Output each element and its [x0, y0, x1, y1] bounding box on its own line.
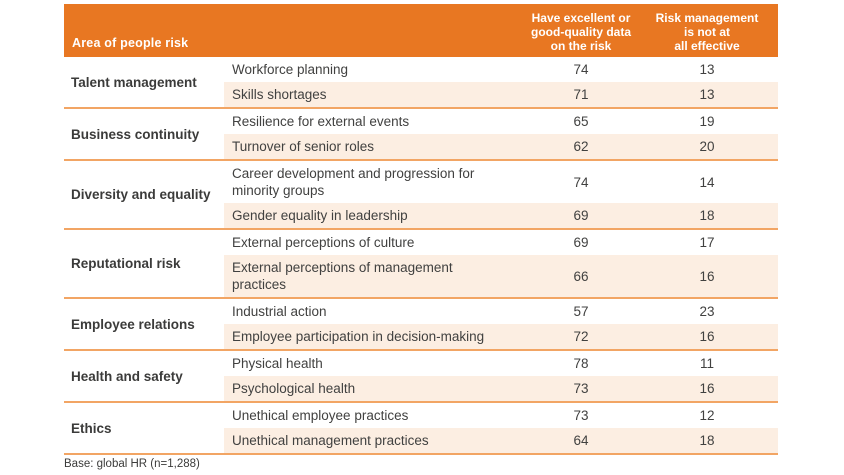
category-label: Diversity and equality: [64, 161, 224, 228]
table-row: Career development and progression for m…: [224, 161, 778, 203]
risk-label: Physical health: [232, 356, 323, 371]
data-quality-value: 65: [573, 114, 589, 129]
not-effective-value: 20: [699, 139, 715, 154]
data-quality-value: 57: [573, 304, 589, 319]
category-label: Reputational risk: [64, 230, 224, 297]
risk-label: Workforce planning: [232, 62, 349, 77]
risk-label: Unethical employee practices: [232, 408, 409, 423]
data-quality-value: 64: [573, 433, 589, 448]
not-effective-value: 18: [699, 208, 715, 223]
group-employee-relations: Employee relations Industrial action 57 …: [64, 299, 778, 351]
header-spacer: [224, 30, 510, 32]
not-effective-value: 23: [699, 304, 715, 319]
data-quality-value: 62: [573, 139, 589, 154]
risk-label: Turnover of senior roles: [232, 139, 375, 154]
risk-label: Industrial action: [232, 304, 327, 319]
data-quality-value: 69: [573, 208, 589, 223]
group-reputational-risk: Reputational risk External perceptions o…: [64, 230, 778, 299]
not-effective-value: 16: [699, 329, 715, 344]
header-area-of-people-risk: Area of people risk: [72, 36, 189, 50]
not-effective-value: 16: [699, 268, 715, 284]
risk-label: Resilience for external events: [232, 114, 410, 129]
group-business-continuity: Business continuity Resilience for exter…: [64, 109, 778, 161]
table-row: Industrial action 57 23: [224, 299, 778, 324]
data-quality-value: 71: [573, 87, 589, 102]
data-quality-value: 73: [573, 381, 589, 396]
data-quality-value: 66: [573, 268, 589, 284]
category-label: Business continuity: [64, 109, 224, 159]
risk-label: Psychological health: [232, 381, 356, 396]
table-row: Physical health 78 11: [224, 351, 778, 376]
not-effective-value: 18: [699, 433, 715, 448]
table-row: Employee participation in decision-makin…: [224, 324, 778, 349]
not-effective-value: 17: [699, 235, 715, 250]
table-row: Unethical management practices 64 18: [224, 428, 778, 453]
category-label: Employee relations: [64, 299, 224, 349]
data-quality-value: 74: [573, 174, 589, 190]
table-row: Turnover of senior roles 62 20: [224, 134, 778, 159]
data-quality-value: 69: [573, 235, 589, 250]
group-talent-management: Talent management Workforce planning 74 …: [64, 57, 778, 109]
table-row: Gender equality in leadership 69 18: [224, 203, 778, 228]
header-not-effective: Risk management is not at all effective: [655, 10, 759, 53]
table-row: External perceptions of management pract…: [224, 255, 778, 297]
not-effective-value: 19: [699, 114, 715, 129]
table-row: Unethical employee practices 73 12: [224, 403, 778, 428]
people-risk-table: Area of people risk Have excellent or go…: [64, 4, 778, 455]
table-row: External perceptions of culture 69 17: [224, 230, 778, 255]
data-quality-value: 72: [573, 329, 589, 344]
risk-label: Gender equality in leadership: [232, 208, 408, 223]
header-data-quality: Have excellent or good-quality data on t…: [531, 10, 631, 53]
data-quality-value: 74: [573, 62, 589, 77]
data-quality-value: 78: [573, 356, 589, 371]
not-effective-value: 11: [699, 356, 714, 371]
table-row: Skills shortages 71 13: [224, 82, 778, 107]
category-label: Health and safety: [64, 351, 224, 401]
table-header-row: Area of people risk Have excellent or go…: [64, 4, 778, 57]
risk-label: External perceptions of management pract…: [232, 260, 453, 292]
table-row: Workforce planning 74 13: [224, 57, 778, 82]
not-effective-value: 13: [699, 87, 715, 102]
not-effective-value: 16: [699, 381, 715, 396]
group-health-and-safety: Health and safety Physical health 78 11 …: [64, 351, 778, 403]
table-row: Psychological health 73 16: [224, 376, 778, 401]
category-label: Ethics: [64, 403, 224, 453]
table-row: Resilience for external events 65 19: [224, 109, 778, 134]
risk-label: Skills shortages: [232, 87, 327, 102]
group-diversity-and-equality: Diversity and equality Career developmen…: [64, 161, 778, 230]
data-quality-value: 73: [573, 408, 589, 423]
risk-label: Employee participation in decision-makin…: [232, 329, 485, 344]
base-footnote: Base: global HR (n=1,288): [64, 458, 200, 470]
risk-label: Unethical management practices: [232, 433, 429, 448]
not-effective-value: 12: [699, 408, 715, 423]
category-label: Talent management: [64, 57, 224, 107]
not-effective-value: 14: [699, 174, 715, 190]
not-effective-value: 13: [699, 62, 715, 77]
group-ethics: Ethics Unethical employee practices 73 1…: [64, 403, 778, 455]
risk-label: External perceptions of culture: [232, 235, 415, 250]
risk-label: Career development and progression for m…: [232, 166, 475, 198]
